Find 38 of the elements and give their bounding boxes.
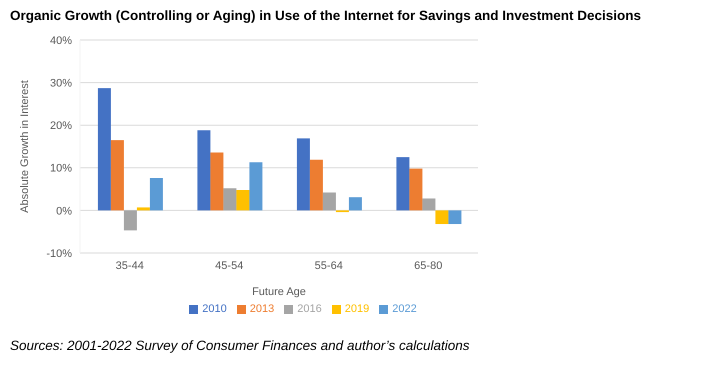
y-tick-label: -10% (46, 248, 72, 260)
legend-label: 2016 (297, 303, 322, 315)
legend-label: 2019 (344, 303, 370, 315)
chart-title: Organic Growth (Controlling or Aging) in Use of the Internet for Savings and Investment Decisions (10, 8, 642, 25)
bar (396, 157, 410, 210)
y-tick-label: 0% (56, 205, 72, 218)
bar (110, 140, 124, 210)
y-axis-title: Absolute Growth in Interest (18, 80, 31, 213)
y-tick-label: 40% (50, 34, 72, 47)
bar (197, 130, 210, 210)
bar (409, 168, 422, 210)
x-tick-label: 55-64 (314, 260, 343, 272)
legend-label: 2022 (392, 303, 417, 315)
legend-label: 2010 (202, 303, 227, 315)
bar (448, 210, 462, 224)
bar (150, 178, 163, 210)
bar (435, 210, 448, 224)
bar (348, 197, 362, 210)
legend-label: 2013 (250, 303, 274, 315)
source-note: Sources: 2001-2022 Survey of Consumer Finances and author’s calculations (10, 338, 471, 353)
x-axis-title: Future Age (252, 286, 306, 298)
bar (136, 207, 150, 210)
bar (422, 198, 436, 210)
bar (249, 162, 262, 210)
y-tick-label: 20% (50, 120, 72, 132)
y-tick-label: 10% (50, 162, 72, 175)
y-tick-label: 30% (50, 78, 72, 90)
bar (296, 138, 310, 210)
bar (310, 160, 323, 210)
x-tick-label: 35-44 (116, 260, 144, 272)
bar (210, 152, 224, 210)
bar (322, 192, 336, 210)
x-tick-label: 65-80 (414, 260, 442, 272)
bar (223, 188, 236, 210)
bar (98, 88, 111, 210)
bar (236, 190, 250, 210)
x-tick-label: 45-54 (215, 260, 244, 272)
bar (124, 210, 137, 230)
